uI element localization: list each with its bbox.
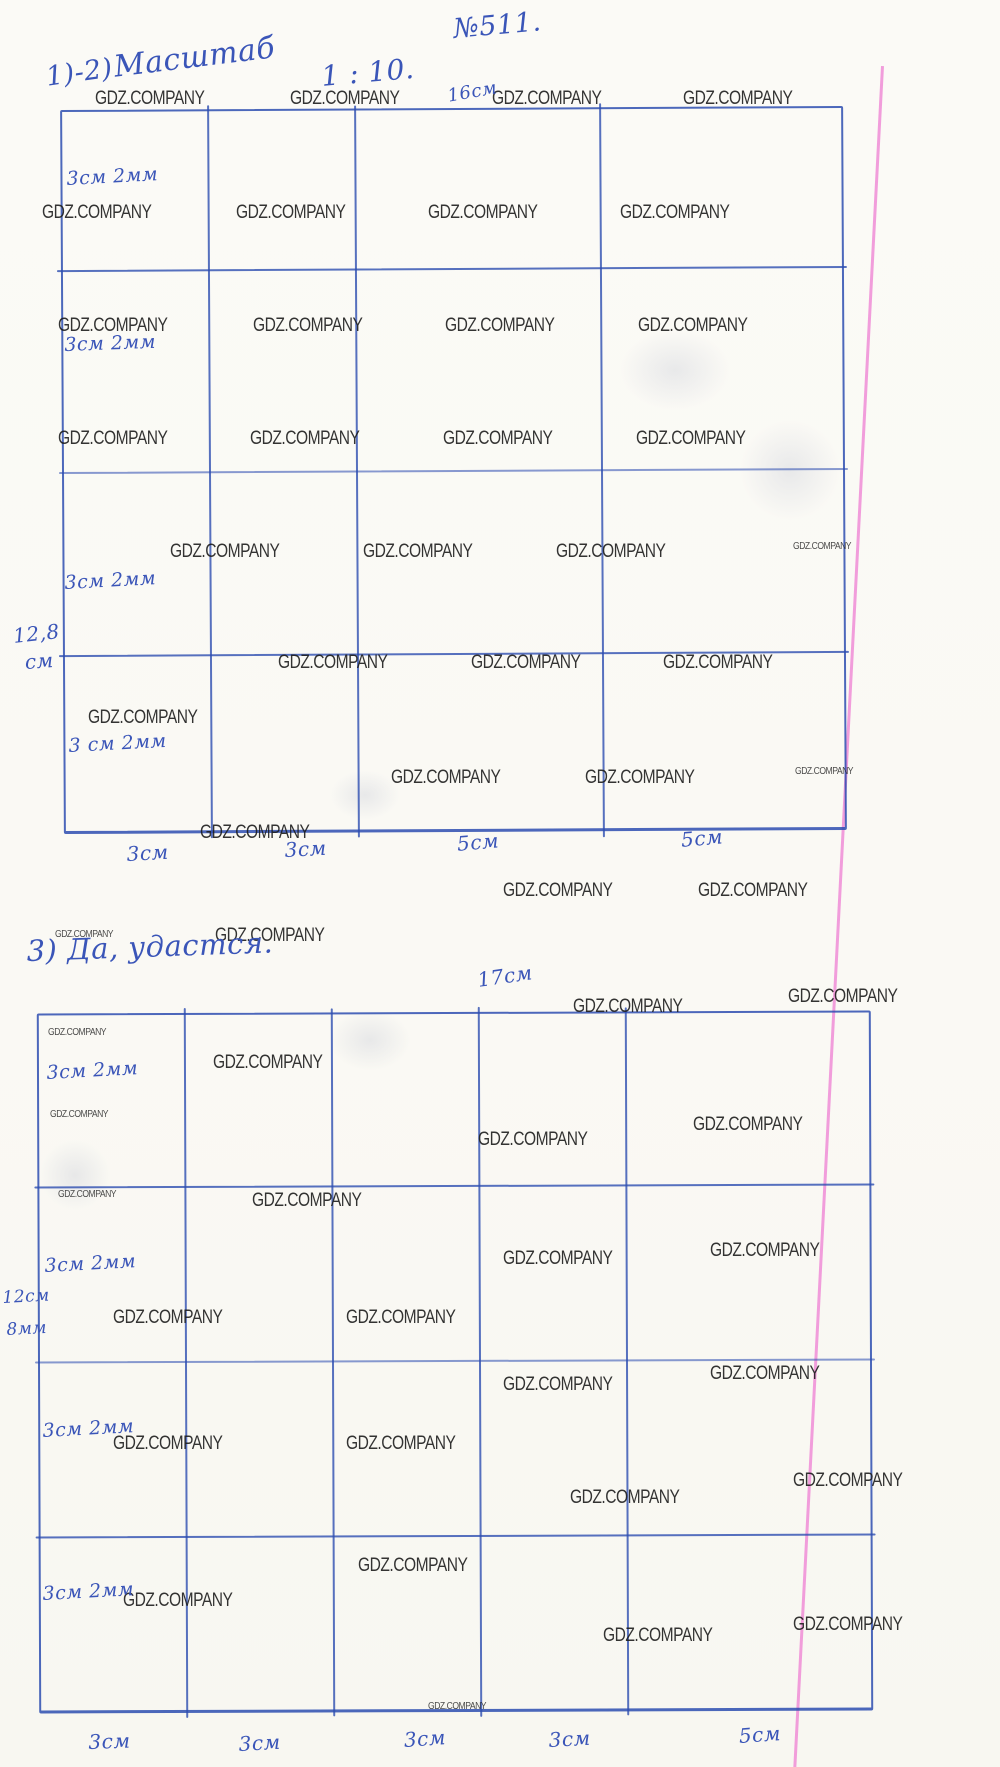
watermark: GDZ.COMPANY	[428, 1700, 487, 1712]
watermark: GDZ.COMPANY	[793, 1470, 903, 1491]
task-3-answer: 3) Да, удастся.	[26, 925, 274, 968]
watermark: GDZ.COMPANY	[573, 996, 683, 1017]
watermark: GDZ.COMPANY	[503, 880, 613, 901]
watermark: GDZ.COMPANY	[95, 88, 205, 109]
watermark: GDZ.COMPANY	[358, 1555, 468, 1576]
scale-word: Масштаб	[112, 30, 278, 85]
watermark: GDZ.COMPANY	[471, 652, 581, 673]
grid1-row3-height-label: 3см 2мм	[64, 567, 157, 594]
watermark: GDZ.COMPANY	[710, 1240, 820, 1261]
grid1-row2-height-label: 3см 2мм	[64, 330, 157, 356]
watermark: GDZ.COMPANY	[236, 202, 346, 223]
grid1-col1-width-label: 3см	[126, 839, 170, 866]
grid2-left-height-label-1: 12см	[2, 1285, 51, 1308]
scan-smudge	[620, 330, 730, 410]
watermark: GDZ.COMPANY	[113, 1433, 223, 1454]
watermark: GDZ.COMPANY	[795, 765, 854, 777]
watermark: GDZ.COMPANY	[200, 822, 310, 843]
grid2-col5-width-label: 5см	[738, 1721, 782, 1748]
grid2-row3-height-label: 3см 2мм	[42, 1415, 135, 1442]
watermark: GDZ.COMPANY	[215, 925, 325, 946]
watermark: GDZ.COMPANY	[253, 315, 363, 336]
scan-smudge	[40, 1140, 110, 1210]
grid2-col4-width-label: 3см	[548, 1725, 592, 1752]
task-1-2-number: 1)-2)	[44, 52, 115, 93]
watermark: GDZ.COMPANY	[58, 428, 168, 449]
watermark: GDZ.COMPANY	[42, 202, 152, 223]
watermark: GDZ.COMPANY	[445, 315, 555, 336]
watermark: GDZ.COMPANY	[492, 88, 602, 109]
watermark: GDZ.COMPANY	[443, 428, 553, 449]
grid2-col3-width-label: 3см	[403, 1725, 447, 1752]
watermark: GDZ.COMPANY	[50, 1108, 109, 1120]
watermark: GDZ.COMPANY	[693, 1114, 803, 1135]
watermark: GDZ.COMPANY	[793, 1614, 903, 1635]
watermark: GDZ.COMPANY	[603, 1625, 713, 1646]
watermark: GDZ.COMPANY	[170, 541, 280, 562]
watermark: GDZ.COMPANY	[346, 1307, 456, 1328]
watermark: GDZ.COMPANY	[788, 986, 898, 1007]
watermark: GDZ.COMPANY	[252, 1190, 362, 1211]
scan-smudge	[330, 770, 400, 820]
grid2-left-height-label-2: 8мм	[6, 1317, 48, 1340]
grid1-left-height-label-1: 12,8	[12, 619, 61, 648]
grid1-row1-height-label: 3см 2мм	[66, 163, 159, 190]
watermark: GDZ.COMPANY	[88, 707, 198, 728]
watermark: GDZ.COMPANY	[698, 880, 808, 901]
watermark: GDZ.COMPANY	[710, 1363, 820, 1384]
grid2-col1-width-label: 3см	[88, 1728, 131, 1754]
watermark: GDZ.COMPANY	[113, 1307, 223, 1328]
watermark: GDZ.COMPANY	[290, 88, 400, 109]
watermark: GDZ.COMPANY	[585, 767, 695, 788]
watermark: GDZ.COMPANY	[123, 1590, 233, 1611]
watermark: GDZ.COMPANY	[213, 1052, 323, 1073]
watermark: GDZ.COMPANY	[503, 1374, 613, 1395]
grid1-left-height-label-2: см	[24, 647, 55, 674]
watermark: GDZ.COMPANY	[663, 652, 773, 673]
watermark: GDZ.COMPANY	[58, 1188, 117, 1200]
grid2-top-width-label: 17см	[476, 960, 535, 992]
grid1-col2-width-label: 3см	[284, 835, 328, 862]
watermark: GDZ.COMPANY	[278, 652, 388, 673]
watermark: GDZ.COMPANY	[478, 1129, 588, 1150]
watermark: GDZ.COMPANY	[793, 540, 852, 552]
scale-value: 1 : 10.	[320, 51, 416, 93]
watermark: GDZ.COMPANY	[391, 767, 501, 788]
watermark: GDZ.COMPANY	[638, 315, 748, 336]
grid1-col3-width-label: 5см	[456, 828, 500, 856]
watermark: GDZ.COMPANY	[58, 315, 168, 336]
watermark: GDZ.COMPANY	[55, 928, 114, 940]
watermark: GDZ.COMPANY	[570, 1487, 680, 1508]
grid2-col2-width-label: 3см	[238, 1729, 282, 1756]
grid1-col4-width-label: 5см	[680, 824, 724, 852]
grid2-row2-height-label: 3см 2мм	[44, 1250, 137, 1277]
grid1-top-width-label: 16см	[446, 77, 499, 107]
watermark: GDZ.COMPANY	[620, 202, 730, 223]
exercise-number: №511.	[452, 6, 543, 45]
grid2-row4-height-label: 3см 2мм	[42, 1578, 135, 1605]
watermark: GDZ.COMPANY	[428, 202, 538, 223]
grid2-row1-height-label: 3см 2мм	[46, 1057, 139, 1084]
watermark: GDZ.COMPANY	[556, 541, 666, 562]
watermark: GDZ.COMPANY	[683, 88, 793, 109]
watermark: GDZ.COMPANY	[250, 428, 360, 449]
grid1-row4-height-label: 3 см 2мм	[68, 729, 168, 757]
watermark: GDZ.COMPANY	[346, 1433, 456, 1454]
scan-smudge	[330, 1010, 410, 1070]
watermark: GDZ.COMPANY	[503, 1248, 613, 1269]
watermark: GDZ.COMPANY	[48, 1026, 107, 1038]
watermark: GDZ.COMPANY	[363, 541, 473, 562]
watermark: GDZ.COMPANY	[636, 428, 746, 449]
